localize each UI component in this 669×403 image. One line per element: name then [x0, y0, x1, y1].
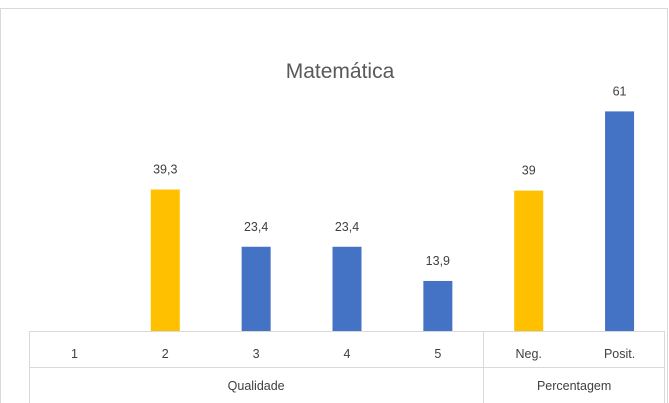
bar: [150, 189, 180, 331]
data-label: 23,4: [335, 220, 359, 234]
data-label: 13,9: [426, 254, 450, 268]
bar: [332, 246, 362, 331]
data-label: 39,3: [153, 163, 177, 177]
tick-label: 2: [162, 347, 169, 361]
tick-label: 4: [344, 347, 351, 361]
tick-label: 5: [434, 347, 441, 361]
tick-label: Posit.: [604, 347, 635, 361]
category-axis: 1 2 3 4 5 Neg. Posit. Qualidade Percentagem: [29, 331, 665, 403]
data-label: 23,4: [244, 220, 268, 234]
data-label: 39: [522, 164, 536, 178]
tick-labels-layer: 1 2 3 4 5 Neg. Posit.: [71, 347, 635, 361]
chart-title: Matemática: [286, 60, 395, 83]
tick-label: Neg.: [516, 347, 542, 361]
group-labels-layer: Qualidade Percentagem: [228, 331, 611, 403]
bars-layer: [150, 111, 635, 332]
bar: [605, 111, 635, 332]
tick-label: 1: [71, 347, 78, 361]
bar: [241, 246, 271, 331]
group-label: Qualidade: [228, 379, 285, 393]
data-labels-layer: 39,3 23,4 23,4 13,9 39 61: [153, 84, 626, 268]
tick-label: 3: [253, 347, 260, 361]
data-label: 61: [613, 84, 627, 98]
chart-border: [0, 8, 668, 403]
bar: [514, 190, 544, 331]
bar: [423, 280, 453, 331]
group-label: Percentagem: [537, 379, 611, 393]
